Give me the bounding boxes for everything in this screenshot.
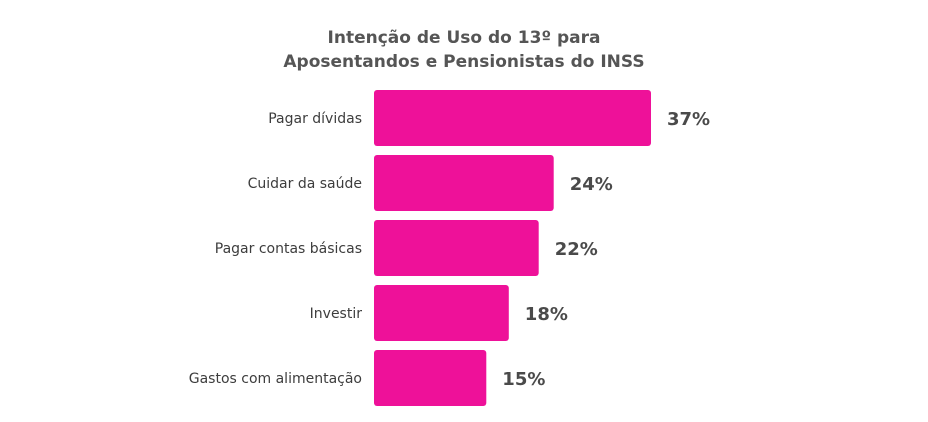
category-label-0: Pagar dívidas bbox=[268, 111, 362, 127]
bar-1 bbox=[374, 155, 554, 211]
value-label-4: 15% bbox=[502, 369, 545, 390]
category-label-3: Investir bbox=[310, 306, 363, 322]
chart-title-line-2: Aposentandos e Pensionistas do INSS bbox=[283, 52, 645, 72]
category-label-1: Cuidar da saúde bbox=[248, 176, 362, 192]
bar-0 bbox=[374, 90, 651, 146]
bar-4 bbox=[374, 350, 487, 406]
value-label-3: 18% bbox=[525, 304, 568, 325]
category-label-4: Gastos com alimentação bbox=[189, 371, 362, 387]
value-label-1: 24% bbox=[570, 174, 613, 195]
value-label-0: 37% bbox=[667, 109, 710, 130]
bar-3 bbox=[374, 285, 509, 341]
chart-title-line-1: Intenção de Uso do 13º para bbox=[327, 28, 601, 48]
value-label-2: 22% bbox=[555, 239, 598, 260]
bar-2 bbox=[374, 220, 539, 276]
category-label-2: Pagar contas básicas bbox=[215, 241, 362, 257]
